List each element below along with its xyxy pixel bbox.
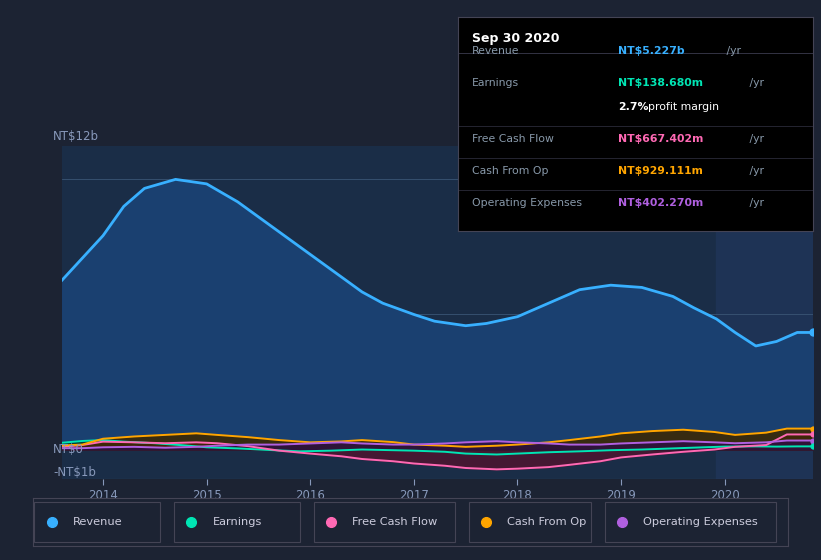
Text: /yr: /yr [746, 198, 764, 208]
Text: /yr: /yr [746, 78, 764, 88]
Text: NT$5.227b: NT$5.227b [617, 46, 685, 56]
Text: NT$667.402m: NT$667.402m [617, 134, 703, 144]
Text: NT$12b: NT$12b [53, 130, 99, 143]
Text: Operating Expenses: Operating Expenses [472, 198, 582, 208]
Text: Earnings: Earnings [472, 78, 520, 88]
Text: NT$402.270m: NT$402.270m [617, 198, 703, 208]
Text: Revenue: Revenue [73, 517, 122, 527]
Text: Earnings: Earnings [213, 517, 262, 527]
Text: Cash From Op: Cash From Op [472, 166, 548, 176]
Text: Cash From Op: Cash From Op [507, 517, 586, 527]
Text: Operating Expenses: Operating Expenses [643, 517, 758, 527]
Text: profit margin: profit margin [648, 102, 719, 111]
Text: NT$138.680m: NT$138.680m [617, 78, 703, 88]
Text: Free Cash Flow: Free Cash Flow [472, 134, 554, 144]
Text: -NT$1b: -NT$1b [53, 465, 96, 479]
Text: 2.7%: 2.7% [617, 102, 649, 111]
Text: NT$0: NT$0 [53, 443, 85, 456]
Text: /yr: /yr [746, 134, 764, 144]
Bar [717, 146, 813, 479]
Text: Free Cash Flow: Free Cash Flow [352, 517, 438, 527]
Text: /yr: /yr [746, 166, 764, 176]
Text: Sep 30 2020: Sep 30 2020 [472, 32, 560, 45]
Text: /yr: /yr [723, 46, 741, 56]
Text: Revenue: Revenue [472, 46, 520, 56]
Text: NT$929.111m: NT$929.111m [617, 166, 703, 176]
